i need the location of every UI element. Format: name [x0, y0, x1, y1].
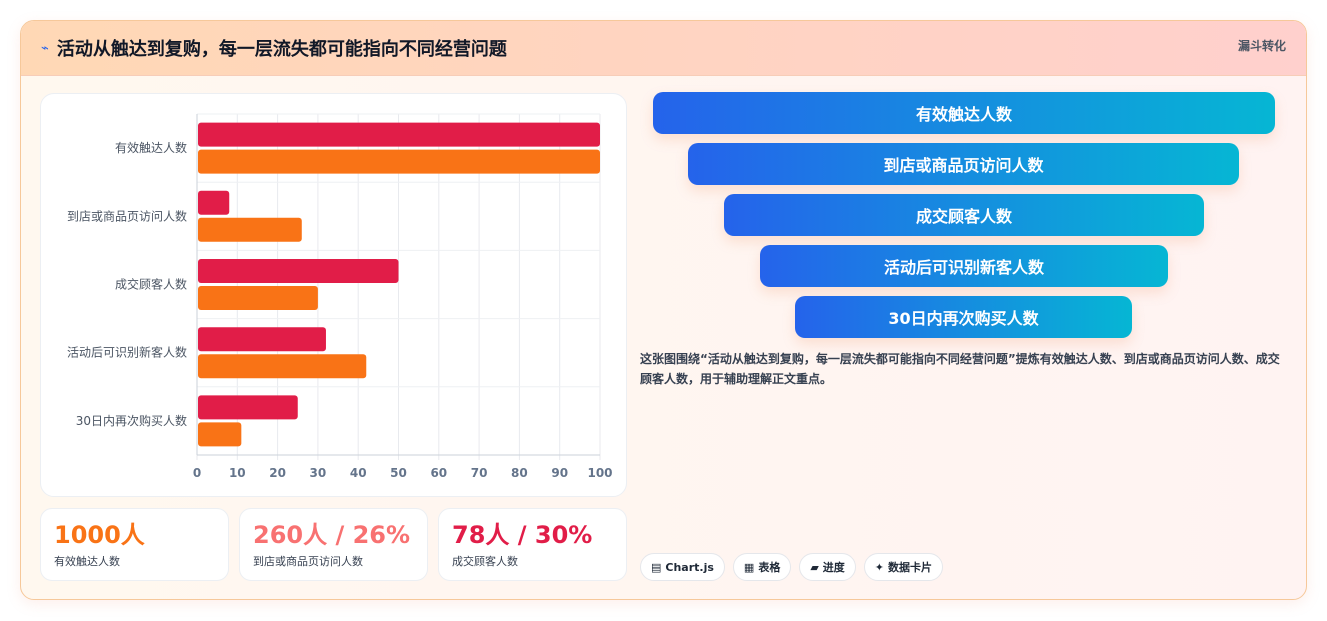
- kpi-label: 到店或商品页访问人数: [253, 555, 363, 568]
- bar-chart: 0 10 20 30 40 50 60 70 80 90 100 有效触达人数到店或商品页访问人数成交…: [67, 113, 613, 480]
- progress-icon: ▰: [810, 560, 819, 574]
- bar-series1: [198, 327, 326, 352]
- bar-series2: [198, 217, 302, 242]
- kpi-card-reach: 1000人 有效触达人数: [40, 508, 229, 581]
- card-tag: 漏斗转化: [1237, 39, 1286, 53]
- y-tick-label: 30日内再次购买人数: [76, 413, 187, 428]
- x-tick-label: 90: [551, 466, 568, 480]
- chip-table[interactable]: ▦ 表格: [732, 553, 792, 581]
- x-tick-label: 10: [229, 466, 246, 480]
- funnel-step-2: 到店或商品页访问人数: [688, 143, 1239, 185]
- x-tick-label: 0: [193, 466, 201, 480]
- bar-series2: [198, 286, 318, 310]
- kpi-card-visit: 260人 / 26% 到店或商品页访问人数: [239, 508, 428, 581]
- x-tick-label: 60: [430, 466, 447, 480]
- funnel-step-3: 成交顾客人数: [724, 194, 1204, 236]
- bar-series2: [198, 149, 600, 174]
- chip-label: Chart.js: [665, 560, 714, 574]
- bar-series1: [198, 122, 600, 147]
- chip-progress[interactable]: ▰ 进度: [799, 553, 856, 581]
- kpi-value: 260人 / 26%: [253, 521, 411, 549]
- chip-label: 进度: [822, 561, 845, 574]
- chip-data-card[interactable]: ✦ 数据卡片: [863, 553, 944, 581]
- card-title: 活动从触达到复购，每一层流失都可能指向不同经营问题: [56, 39, 507, 60]
- x-tick-label: 30: [310, 466, 327, 480]
- sparkle-icon: ✦: [874, 560, 885, 574]
- kpi-label: 有效触达人数: [54, 555, 120, 568]
- kpi-card-deal: 78人 / 30% 成交顾客人数: [438, 508, 627, 581]
- kpi-value: 1000人: [54, 521, 145, 549]
- pin-icon: ⌁: [41, 40, 49, 56]
- table-icon: ▦: [743, 560, 755, 574]
- x-tick-label: 70: [471, 466, 488, 480]
- y-tick-label: 到店或商品页访问人数: [67, 208, 187, 223]
- x-tick-label: 80: [511, 466, 528, 480]
- x-tick-label: 100: [587, 466, 612, 480]
- chip-chartjs[interactable]: ▤ Chart.js: [640, 553, 725, 581]
- funnel-step-5: 30日内再次购买人数: [795, 296, 1132, 338]
- x-tick-label: 50: [390, 466, 407, 480]
- funnel-card: ⌁ 活动从触达到复购，每一层流失都可能指向不同经营问题 漏斗转化 0 10 20 30…: [20, 20, 1307, 600]
- chip-label: 数据卡片: [888, 561, 933, 574]
- bar-chart-panel: 0 10 20 30 40 50 60 70 80 90 100 有效触达人数到店或商品页访问人数成交…: [40, 93, 627, 497]
- y-tick-label: 活动后可识别新客人数: [67, 345, 187, 360]
- funnel-step-4: 活动后可识别新客人数: [760, 245, 1168, 287]
- x-tick-label: 20: [269, 466, 286, 480]
- y-tick-label: 有效触达人数: [115, 140, 187, 155]
- bar-series1: [198, 190, 230, 215]
- kpi-label: 成交顾客人数: [452, 555, 518, 568]
- bar-series2: [198, 422, 242, 447]
- chart-icon: ▤: [651, 560, 662, 574]
- bar-series1: [198, 259, 399, 283]
- chip-label: 表格: [758, 561, 781, 574]
- kpi-value: 78人 / 30%: [452, 521, 593, 549]
- y-tick-label: 成交顾客人数: [115, 277, 187, 292]
- tech-chips: ▤ Chart.js ▦ 表格 ▰ 进度 ✦ 数据卡片: [640, 553, 944, 581]
- card-header: ⌁ 活动从触达到复购，每一层流失都可能指向不同经营问题 漏斗转化: [21, 21, 1306, 76]
- chart-description: 这张图围绕“活动从触达到复购，每一层流失都可能指向不同经营问题”提炼有效触达人数…: [640, 352, 1280, 386]
- bar-series2: [198, 354, 367, 379]
- bar-series1: [198, 395, 298, 420]
- funnel-step-1: 有效触达人数: [653, 92, 1275, 134]
- x-tick-label: 40: [350, 466, 367, 480]
